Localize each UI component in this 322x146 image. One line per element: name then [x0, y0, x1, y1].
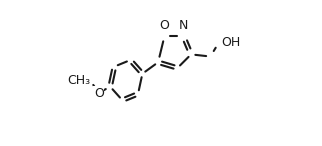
Text: O: O [160, 19, 169, 32]
Text: N: N [178, 19, 188, 32]
Text: O: O [94, 87, 104, 100]
Text: CH₃: CH₃ [67, 74, 90, 87]
Text: OH: OH [221, 36, 241, 49]
